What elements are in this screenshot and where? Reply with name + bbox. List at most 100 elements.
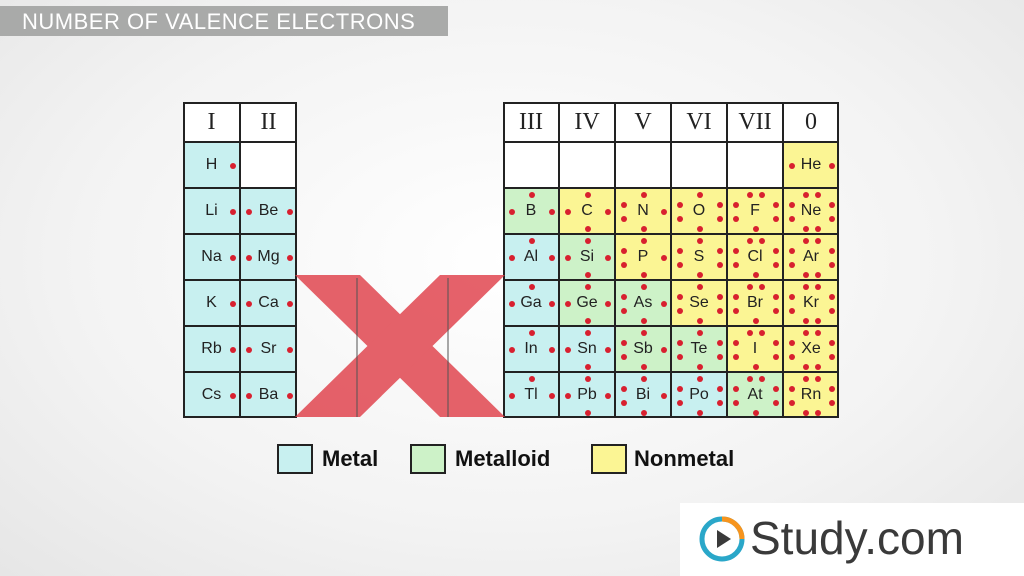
electron-dot <box>732 262 739 269</box>
electron-dot <box>585 330 591 337</box>
electron-dot <box>620 339 627 346</box>
element-cell-se: Se <box>671 280 727 326</box>
electron-dot <box>661 301 668 307</box>
electron-dot <box>697 363 703 370</box>
element-cell-c: C <box>559 188 615 234</box>
electron-dot <box>802 225 809 232</box>
electron-dot <box>245 301 252 307</box>
electron-dot <box>549 347 556 353</box>
electron-dot <box>759 192 766 199</box>
element-cell-as: As <box>615 280 671 326</box>
electron-dot <box>641 409 647 416</box>
electron-dot <box>287 255 294 261</box>
electron-dot <box>676 216 683 223</box>
electron-dot <box>620 400 627 407</box>
element-cell-n: N <box>615 188 671 234</box>
electron-dot <box>732 247 739 254</box>
empty-cell <box>671 142 727 188</box>
electron-dot <box>676 400 683 407</box>
electron-dot <box>620 385 627 392</box>
element-cell-cl: Cl <box>727 234 783 280</box>
element-symbol: P <box>637 248 649 265</box>
electron-dot <box>564 301 571 307</box>
electron-dot <box>829 308 836 315</box>
electron-dot <box>829 216 836 223</box>
electron-dot <box>605 209 612 215</box>
element-cell-pb: Pb <box>559 372 615 418</box>
element-cell-si: Si <box>559 234 615 280</box>
electron-dot <box>620 247 627 254</box>
element-symbol: Te <box>690 340 708 357</box>
legend-swatch-metal <box>277 444 313 474</box>
element-symbol: Cl <box>747 248 763 265</box>
element-cell-s: S <box>671 234 727 280</box>
electron-dot <box>746 284 753 291</box>
electron-dot <box>788 339 795 346</box>
element-symbol: Ga <box>520 294 542 311</box>
element-cell-f: F <box>727 188 783 234</box>
electron-dot <box>773 293 780 300</box>
electron-dot <box>788 293 795 300</box>
group-header-vii: VII <box>727 102 783 142</box>
electron-dot <box>697 376 703 383</box>
electron-dot <box>732 201 739 208</box>
electron-dot <box>230 209 237 215</box>
electron-dot <box>829 400 836 407</box>
electron-dot <box>676 354 683 361</box>
electron-dot <box>676 385 683 392</box>
electron-dot <box>802 317 809 324</box>
electron-dot <box>829 293 836 300</box>
legend-label-metalloid: Metalloid <box>455 446 551 471</box>
element-symbol: Ge <box>576 294 598 311</box>
electron-dot <box>549 255 556 261</box>
empty-cell <box>503 142 559 188</box>
electron-dot <box>508 209 515 215</box>
electron-dot <box>230 347 237 353</box>
element-symbol: In <box>524 340 538 357</box>
electron-dot <box>697 238 703 245</box>
electron-dot <box>759 238 766 245</box>
element-cell-i: I <box>727 326 783 372</box>
electron-dot <box>732 400 739 407</box>
electron-dot <box>605 393 612 399</box>
element-symbol: He <box>800 156 822 173</box>
electron-dot <box>773 216 780 223</box>
electron-dot <box>620 308 627 315</box>
electron-dot <box>788 385 795 392</box>
electron-dot <box>717 400 724 407</box>
electron-dot <box>829 385 836 392</box>
electron-dot <box>788 201 795 208</box>
element-cell-po: Po <box>671 372 727 418</box>
electron-dot <box>829 201 836 208</box>
electron-dot <box>697 409 703 416</box>
electron-dot <box>759 284 766 291</box>
electron-dot <box>529 238 535 245</box>
electron-dot <box>287 209 294 215</box>
electron-dot <box>245 393 252 399</box>
electron-dot <box>676 308 683 315</box>
element-cell-sn: Sn <box>559 326 615 372</box>
electron-dot <box>676 262 683 269</box>
element-cell-rn: Rn <box>783 372 839 418</box>
electron-dot <box>549 301 556 307</box>
electron-dot <box>759 330 766 337</box>
electron-dot <box>564 347 571 353</box>
electron-dot <box>717 293 724 300</box>
electron-dot <box>815 363 822 370</box>
electron-dot <box>697 225 703 232</box>
element-cell-ar: Ar <box>783 234 839 280</box>
electron-dot <box>788 400 795 407</box>
group-header-vi: VI <box>671 102 727 142</box>
electron-dot <box>802 409 809 416</box>
electron-dot <box>773 385 780 392</box>
electron-dot <box>773 400 780 407</box>
electron-dot <box>829 247 836 254</box>
electron-dot <box>620 293 627 300</box>
element-symbol: Pb <box>577 386 597 403</box>
electron-dot <box>605 347 612 353</box>
electron-dot <box>788 163 795 169</box>
electron-dot <box>732 339 739 346</box>
electron-dot <box>676 293 683 300</box>
element-cell-p: P <box>615 234 671 280</box>
electron-dot <box>605 255 612 261</box>
